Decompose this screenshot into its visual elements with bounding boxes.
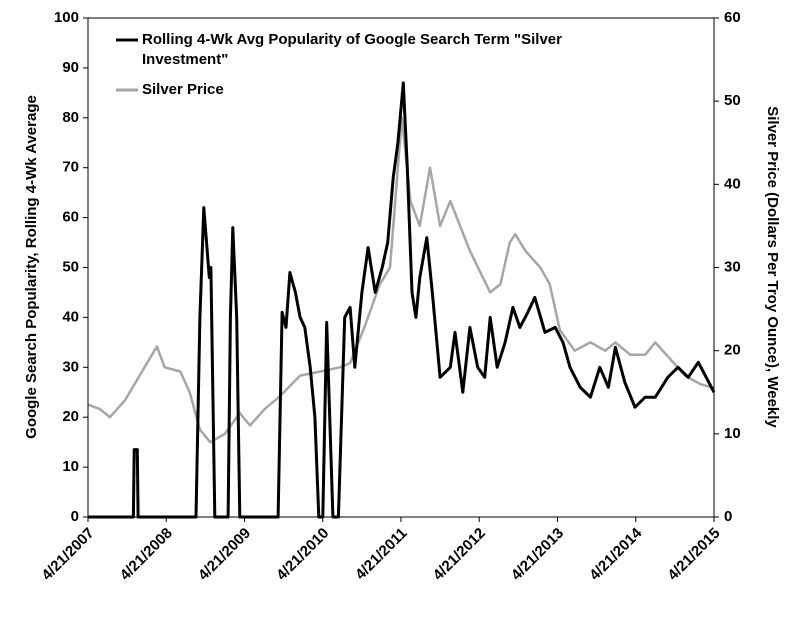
y2-tick-label: 50 (724, 92, 741, 109)
x-tick-label: 4/21/2011 (352, 525, 411, 584)
y2-tick-label: 20 (724, 342, 741, 359)
x-tick-label: 4/21/2010 (273, 525, 332, 584)
y-tick-label: 20 (62, 408, 79, 425)
y-tick-label: 70 (62, 159, 79, 176)
x-tick-label: 4/21/2008 (117, 525, 176, 584)
y-tick-label: 40 (62, 308, 79, 325)
y-axis-title: Google Search Popularity, Rolling 4-Wk A… (23, 95, 40, 439)
line-series (87, 116, 715, 444)
legend-label: Silver Price (142, 81, 224, 98)
x-tick-label: 4/21/2013 (508, 525, 567, 584)
x-tick-label: 4/21/2007 (38, 525, 97, 584)
x-tick-label: 4/21/2014 (586, 524, 646, 584)
y-tick-label: 10 (62, 458, 79, 475)
y2-axis-title: Silver Price (Dollars Per Troy Ounce), W… (764, 106, 781, 428)
y2-tick-label: 40 (724, 175, 741, 192)
line-series (88, 81, 716, 519)
legend-label: Rolling 4-Wk Avg Popularity of Google Se… (142, 31, 562, 68)
y2-tick-label: 10 (724, 425, 741, 442)
y2-tick-label: 0 (724, 508, 732, 525)
y-tick-label: 60 (62, 209, 79, 226)
x-tick-label: 4/21/2009 (195, 525, 254, 584)
y-tick-label: 30 (62, 358, 79, 375)
x-tick-label: 4/21/2012 (430, 525, 489, 584)
x-tick-label: 4/21/2015 (664, 525, 723, 584)
y-tick-label: 90 (62, 59, 79, 76)
y2-tick-label: 60 (724, 9, 741, 26)
y-tick-label: 0 (71, 508, 79, 525)
y-tick-label: 100 (54, 9, 79, 26)
plot-frame (87, 17, 715, 518)
y2-tick-label: 30 (724, 258, 741, 275)
y-tick-label: 50 (62, 258, 79, 275)
y-tick-label: 80 (62, 109, 79, 126)
